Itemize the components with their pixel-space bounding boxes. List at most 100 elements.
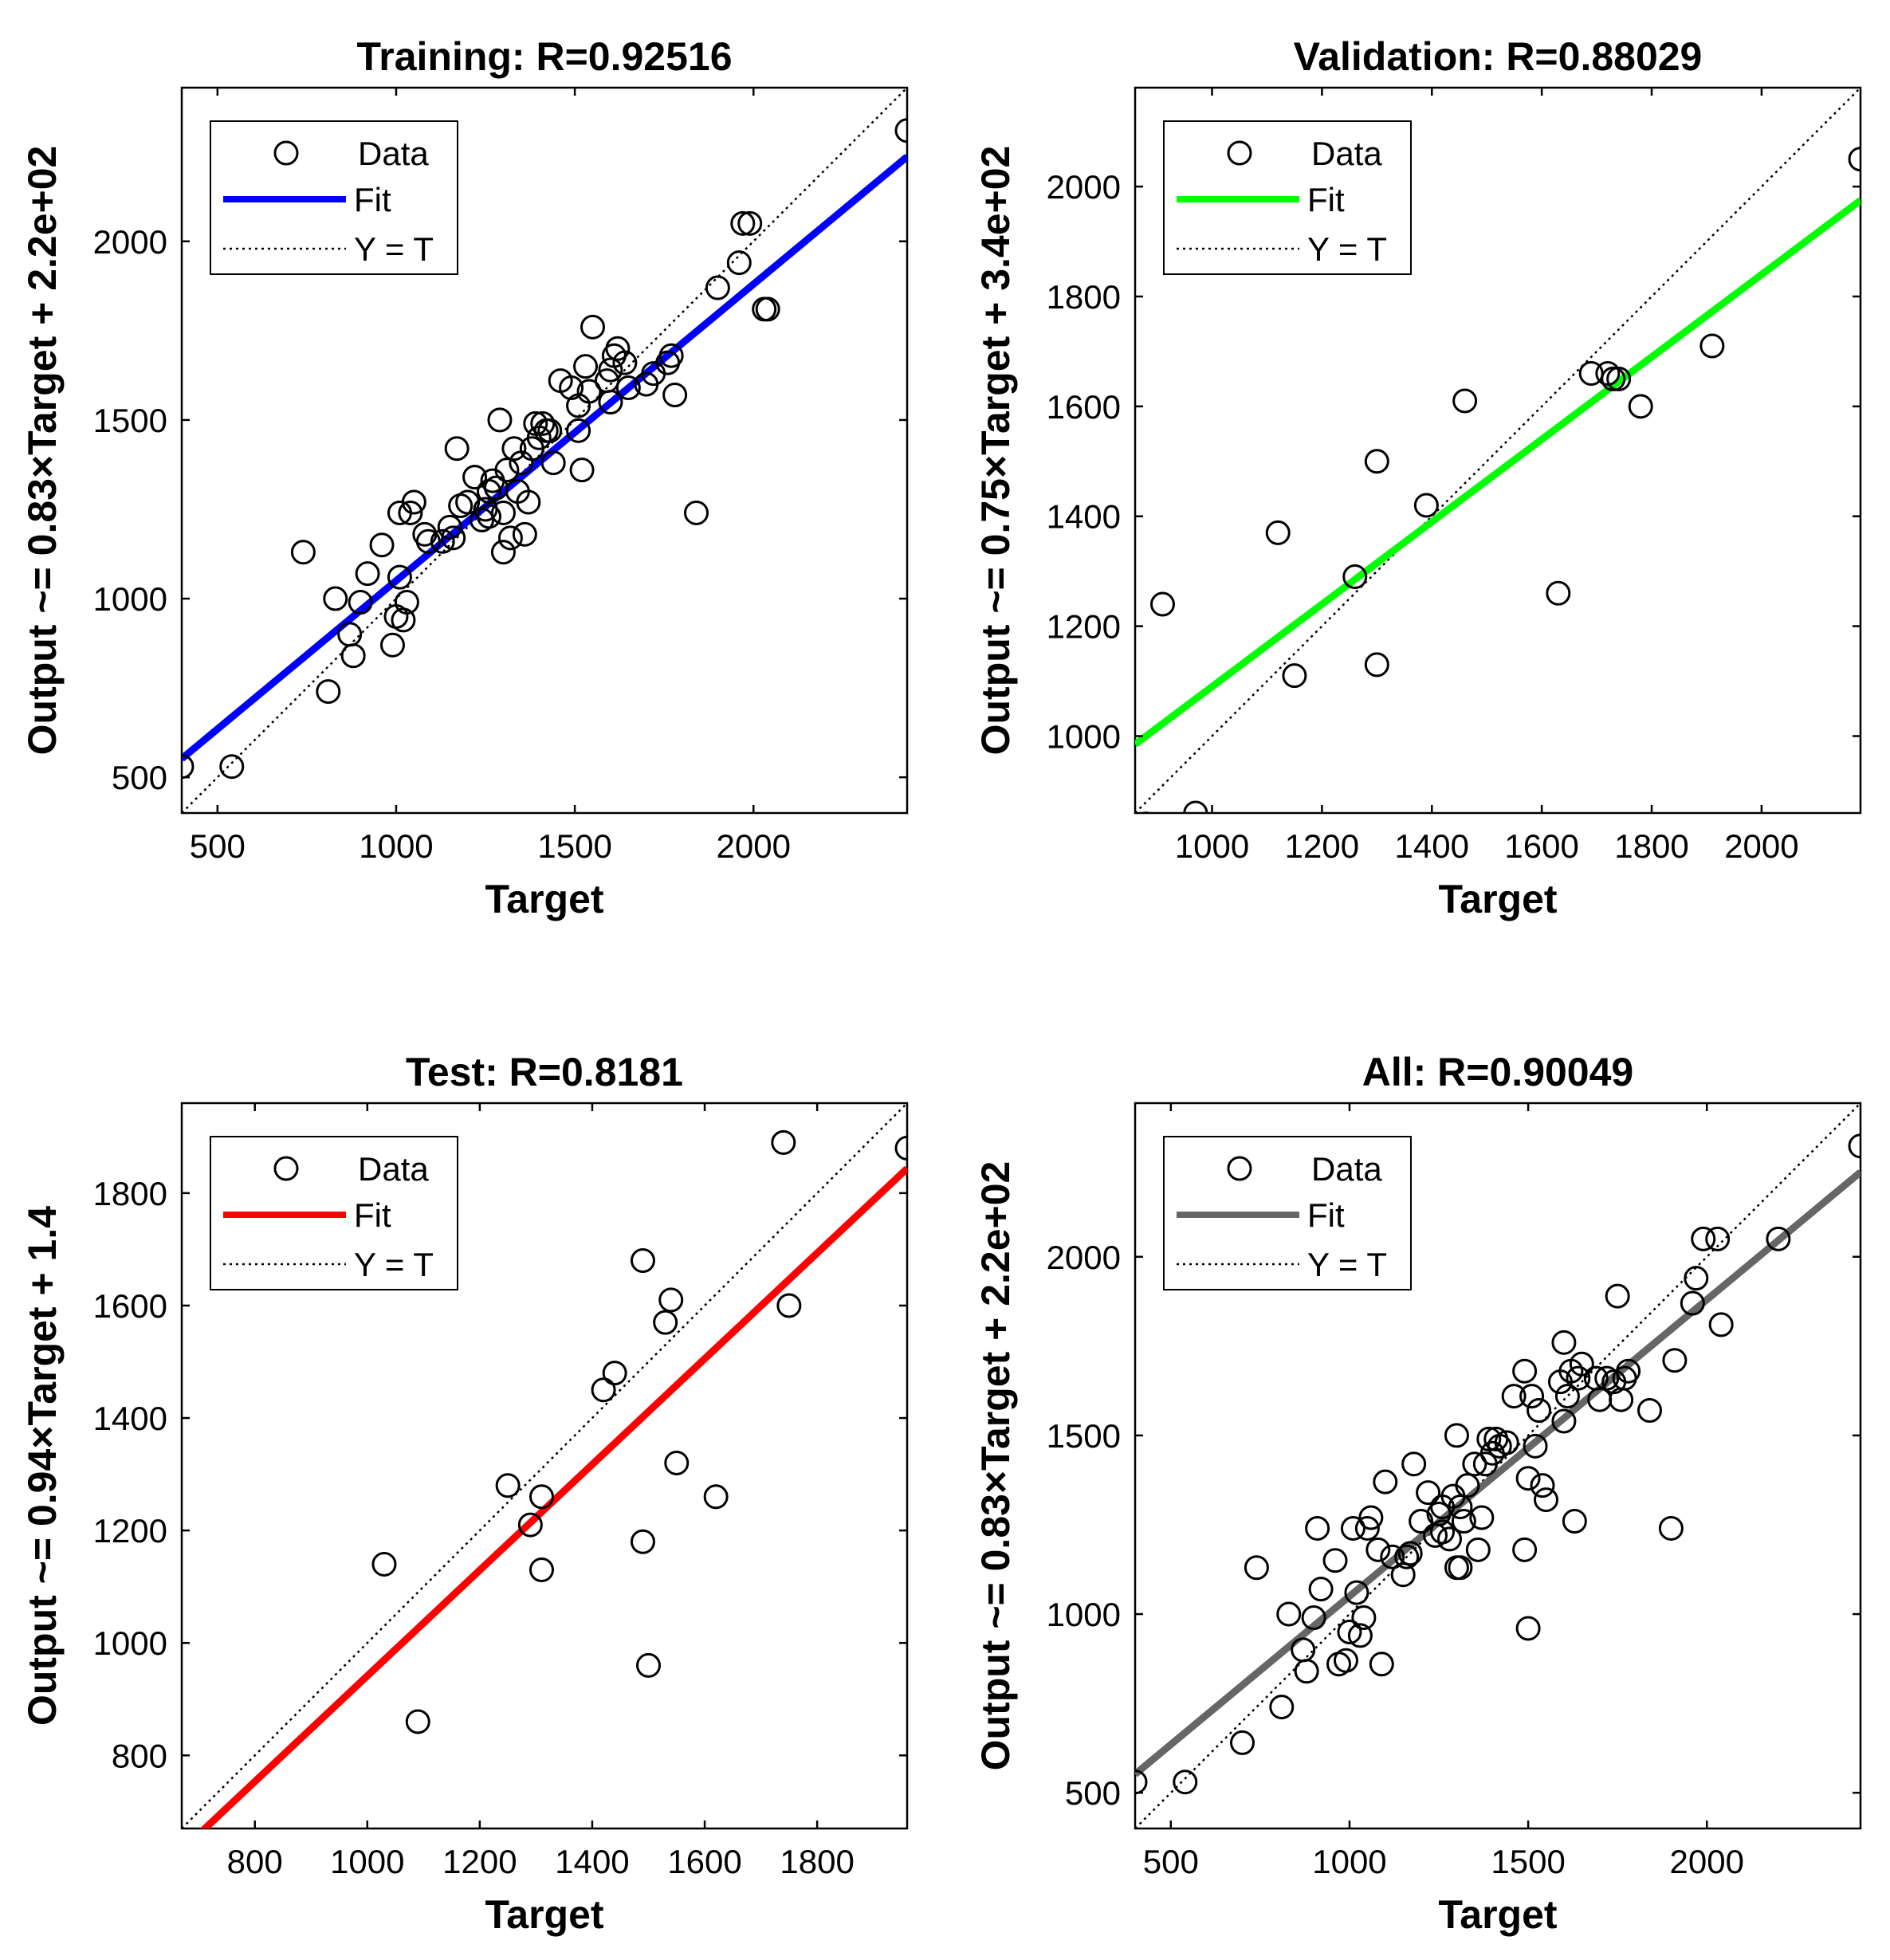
all-data-point bbox=[1351, 1605, 1377, 1631]
all-data-point bbox=[1637, 1398, 1663, 1424]
test-y-tick-label: 1000 bbox=[93, 1624, 167, 1662]
test-data-point bbox=[658, 1287, 684, 1313]
validation-data-point bbox=[1364, 652, 1389, 678]
all-clipped-marks bbox=[1135, 1103, 1861, 1828]
validation-data-point bbox=[1606, 366, 1632, 391]
validation-data-point bbox=[1546, 580, 1571, 606]
all-x-tick-label: 1500 bbox=[1491, 1843, 1565, 1880]
test-x-tick-label: 1000 bbox=[330, 1843, 404, 1880]
training-data-point bbox=[430, 528, 455, 554]
all-xlabel: Target bbox=[1438, 1892, 1557, 1937]
training-y-tick-label: 1500 bbox=[93, 402, 167, 439]
training-data-point bbox=[415, 528, 441, 554]
all-ylabel: Output ~= 0.83×Target + 2.2e+02 bbox=[973, 1161, 1018, 1771]
all-ticks: 500 1000 1500 2000 500 1000 1500 2000 bbox=[1047, 1103, 1861, 1880]
training-data-point bbox=[348, 590, 373, 615]
all-data-point bbox=[1394, 1544, 1420, 1569]
all-data-point bbox=[1301, 1605, 1326, 1631]
training-data-point bbox=[219, 754, 245, 780]
test-data-point bbox=[602, 1361, 627, 1386]
validation-identity-line bbox=[1135, 88, 1861, 813]
training-data-point bbox=[401, 489, 426, 515]
all-y-tick-label: 1500 bbox=[1047, 1417, 1121, 1455]
validation-x-tick-label: 2000 bbox=[1724, 827, 1798, 865]
all-legend-label-yt: Y = T bbox=[1307, 1246, 1387, 1283]
training-data-point bbox=[437, 514, 462, 540]
training-clipped-marks bbox=[182, 88, 907, 813]
training-data-point bbox=[516, 489, 541, 515]
training-data-point bbox=[394, 590, 419, 615]
training-data-point bbox=[566, 418, 591, 443]
validation-legend-data-marker bbox=[1227, 140, 1252, 166]
validation-y-tick-label: 1400 bbox=[1047, 498, 1121, 536]
training-data-point bbox=[477, 504, 502, 529]
all-legend: Data Fit Y = T bbox=[1163, 1136, 1412, 1290]
validation-data-point bbox=[1282, 663, 1307, 689]
all-data-point bbox=[1848, 1133, 1861, 1159]
validation-x-tick-label: 1600 bbox=[1504, 827, 1578, 865]
validation-data-point bbox=[1413, 493, 1439, 518]
all-data-point bbox=[1494, 1430, 1519, 1455]
all-x-tick-label: 2000 bbox=[1670, 1843, 1744, 1880]
test-data-point bbox=[517, 1512, 543, 1538]
all-data-point bbox=[1708, 1312, 1734, 1337]
all-data-point bbox=[1369, 1652, 1394, 1677]
all-data-point bbox=[1380, 1544, 1405, 1569]
all-data-point bbox=[1527, 1398, 1552, 1424]
all-data-point bbox=[1530, 1473, 1555, 1498]
test-legend-data-marker bbox=[273, 1156, 299, 1181]
test-title: Test: R=0.8181 bbox=[406, 1050, 683, 1094]
training-data-point bbox=[444, 436, 470, 462]
all-data-point bbox=[1462, 1451, 1487, 1477]
training-identity-line bbox=[182, 88, 907, 813]
validation-legend-label-fit: Fit bbox=[1307, 181, 1345, 218]
validation-y-tick-label: 1000 bbox=[1047, 717, 1121, 755]
validation-data-point bbox=[1452, 388, 1478, 414]
all-data-point bbox=[1691, 1226, 1716, 1251]
test-identity-line bbox=[182, 1103, 907, 1828]
test-y-tick-label: 1200 bbox=[93, 1512, 167, 1550]
training-data-point bbox=[605, 336, 631, 361]
training-data-point bbox=[512, 521, 537, 547]
all-data-point bbox=[1605, 1283, 1630, 1309]
all-data-point bbox=[1347, 1623, 1373, 1648]
training-legend-label-yt: Y = T bbox=[354, 230, 434, 268]
training-data-point bbox=[662, 383, 688, 408]
training-data-point bbox=[598, 389, 623, 414]
training-data-point bbox=[355, 561, 380, 587]
all-data-point bbox=[1551, 1330, 1577, 1355]
test-y-tick-label: 800 bbox=[112, 1737, 167, 1774]
test-clipped-marks bbox=[182, 1103, 907, 1828]
test-legend-label-yt: Y = T bbox=[354, 1246, 434, 1283]
all-data-point bbox=[1705, 1226, 1731, 1251]
training-data-point bbox=[737, 210, 763, 236]
test-fit-line bbox=[199, 1165, 907, 1828]
all-data-point bbox=[1766, 1226, 1791, 1251]
all-data-point bbox=[1294, 1659, 1319, 1684]
all-data-point bbox=[1401, 1451, 1427, 1477]
training-ylabel: Output ~= 0.83×Target + 2.2e+02 bbox=[20, 146, 65, 756]
training-data-point bbox=[537, 418, 563, 443]
test-x-tick-label: 1800 bbox=[780, 1843, 854, 1880]
training-data-point bbox=[387, 564, 412, 590]
test-data-point bbox=[664, 1450, 690, 1475]
test-data-point bbox=[630, 1248, 655, 1274]
training-data-point bbox=[540, 450, 566, 476]
training-data-point bbox=[726, 250, 752, 276]
validation-data-point bbox=[1595, 360, 1621, 386]
all-data-point bbox=[1416, 1480, 1441, 1506]
validation-title: Validation: R=0.88029 bbox=[1294, 34, 1703, 79]
training-data-point bbox=[501, 436, 527, 462]
all-x-tick-label: 500 bbox=[1143, 1843, 1199, 1880]
all-data-point bbox=[1501, 1384, 1527, 1409]
test-data-point bbox=[636, 1652, 662, 1678]
training-data-point bbox=[658, 343, 684, 368]
all-legend-label-data: Data bbox=[1311, 1150, 1382, 1188]
test-data-layer bbox=[182, 1103, 907, 1828]
validation-data-point bbox=[1601, 366, 1626, 391]
validation-x-tick-label: 1000 bbox=[1175, 827, 1249, 865]
test-data-point bbox=[528, 1484, 554, 1510]
all-data-point bbox=[1523, 1433, 1548, 1459]
training-data-point bbox=[290, 540, 316, 565]
training-y-tick-label: 500 bbox=[112, 759, 167, 796]
